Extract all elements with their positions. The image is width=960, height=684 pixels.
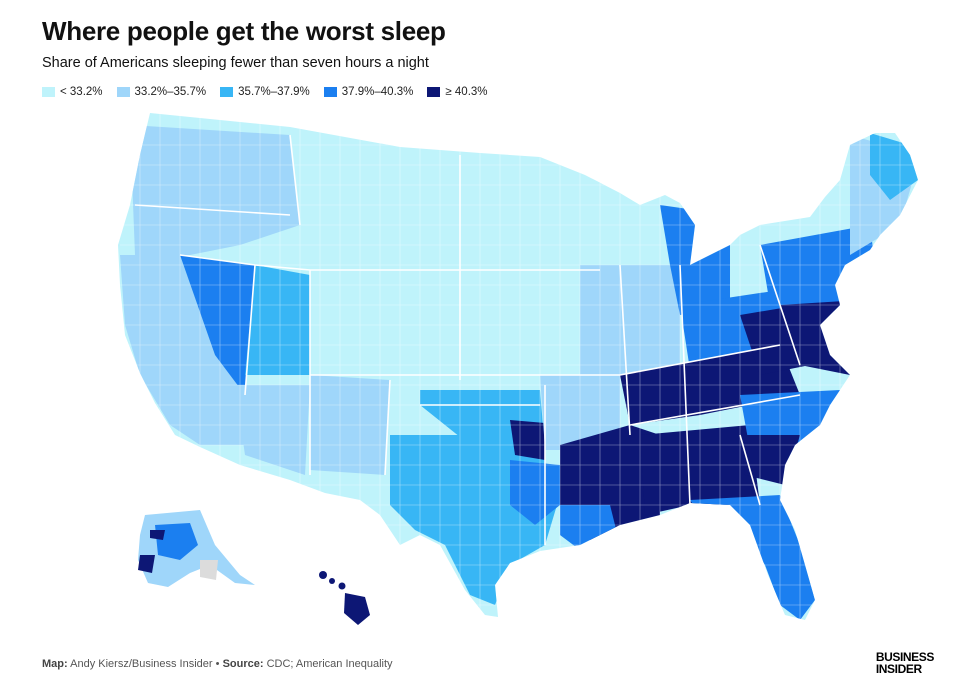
region-pacific-northwest	[130, 125, 300, 255]
hawaii	[319, 571, 370, 625]
page-subtitle: Share of Americans sleeping fewer than s…	[42, 55, 429, 71]
region-florida	[690, 495, 815, 620]
legend: < 33.2% 33.2%–35.7% 35.7%–37.9% 37.9%–40…	[42, 86, 488, 98]
legend-swatch-33-35	[116, 87, 130, 97]
region-mountain-north	[290, 135, 460, 270]
region-iowa-illinois	[580, 265, 680, 375]
region-southeast-oklahoma	[510, 420, 545, 460]
legend-swatch-35-37	[220, 87, 234, 97]
legend-label-lt-33: < 33.2%	[60, 86, 103, 98]
region-maine	[870, 133, 918, 200]
legend-item-gte-40: ≥ 40.3%	[427, 86, 488, 98]
legend-item-35-37: 35.7%–37.9%	[220, 86, 310, 98]
us-county-sleep-map	[118, 113, 918, 625]
map-credit: Andy Kiersz/Business Insider	[70, 658, 213, 670]
region-arizona	[235, 385, 310, 475]
legend-item-33-35: 33.2%–35.7%	[116, 86, 207, 98]
logo-line-1: BUSINESS	[875, 650, 935, 664]
credits: Map: Andy Kiersz/Business Insider • Sour…	[42, 658, 393, 670]
legend-swatch-lt-33	[42, 87, 55, 97]
legend-swatch-37-40	[323, 87, 337, 97]
logo-line-2: INSIDER	[875, 662, 922, 676]
source-text: CDC; American Inequality	[266, 658, 393, 670]
source-label: Source:	[222, 658, 264, 670]
legend-item-37-40: 37.9%–40.3%	[323, 86, 414, 98]
legend-swatch-gte-40	[427, 87, 441, 97]
legend-item-lt-33: < 33.2%	[42, 86, 103, 98]
legend-label-33-35: 33.2%–35.7%	[134, 86, 207, 98]
credit-separator: •	[215, 658, 220, 670]
region-california	[120, 255, 255, 445]
state-borders	[134, 134, 801, 545]
region-utah	[245, 265, 310, 375]
page-title: Where people get the worst sleep	[42, 16, 446, 46]
region-east-texas	[510, 460, 560, 525]
legend-label-35-37: 35.7%–37.9%	[238, 86, 310, 98]
map-credit-label: Map:	[42, 658, 68, 670]
business-insider-logo: BUSINESS INSIDER	[875, 650, 935, 676]
region-wyoming-colorado	[310, 270, 460, 375]
alaska	[138, 510, 255, 587]
legend-label-37-40: 37.9%–40.3%	[341, 86, 414, 98]
legend-label-gte-40: ≥ 40.3%	[445, 86, 488, 98]
